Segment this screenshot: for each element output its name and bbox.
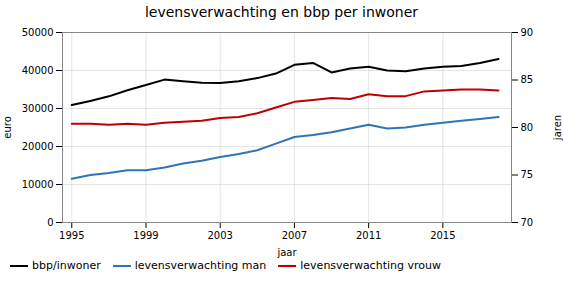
svg-text:50000: 50000 xyxy=(22,27,54,38)
svg-text:70: 70 xyxy=(521,217,534,228)
svg-text:20000: 20000 xyxy=(22,141,54,152)
svg-text:90: 90 xyxy=(521,27,534,38)
svg-text:80: 80 xyxy=(521,122,534,133)
svg-text:75: 75 xyxy=(521,169,534,180)
svg-text:1999: 1999 xyxy=(133,230,158,241)
svg-text:2003: 2003 xyxy=(207,230,232,241)
svg-text:jaar: jaar xyxy=(276,247,297,258)
html-text:levensverwachting vrouw: levensverwachting vrouw xyxy=(300,259,441,272)
svg-text:2015: 2015 xyxy=(430,230,455,241)
svg-text:2007: 2007 xyxy=(282,230,307,241)
svg-text:euro: euro xyxy=(2,116,13,139)
svg-text:0: 0 xyxy=(47,217,53,228)
html-text:levensverwachting en bbp per i: levensverwachting en bbp per inwoner xyxy=(144,4,419,20)
svg-text:jaren: jaren xyxy=(552,115,563,141)
svg-text:2011: 2011 xyxy=(356,230,381,241)
svg-text:85: 85 xyxy=(521,74,534,85)
html-text:levensverwachting man: levensverwachting man xyxy=(134,259,267,272)
svg-text:10000: 10000 xyxy=(22,179,54,190)
html-text:bbp/inwoner: bbp/inwoner xyxy=(32,259,101,272)
svg-text:40000: 40000 xyxy=(22,65,54,76)
svg-text:1995: 1995 xyxy=(59,230,84,241)
svg-text:30000: 30000 xyxy=(22,103,54,114)
